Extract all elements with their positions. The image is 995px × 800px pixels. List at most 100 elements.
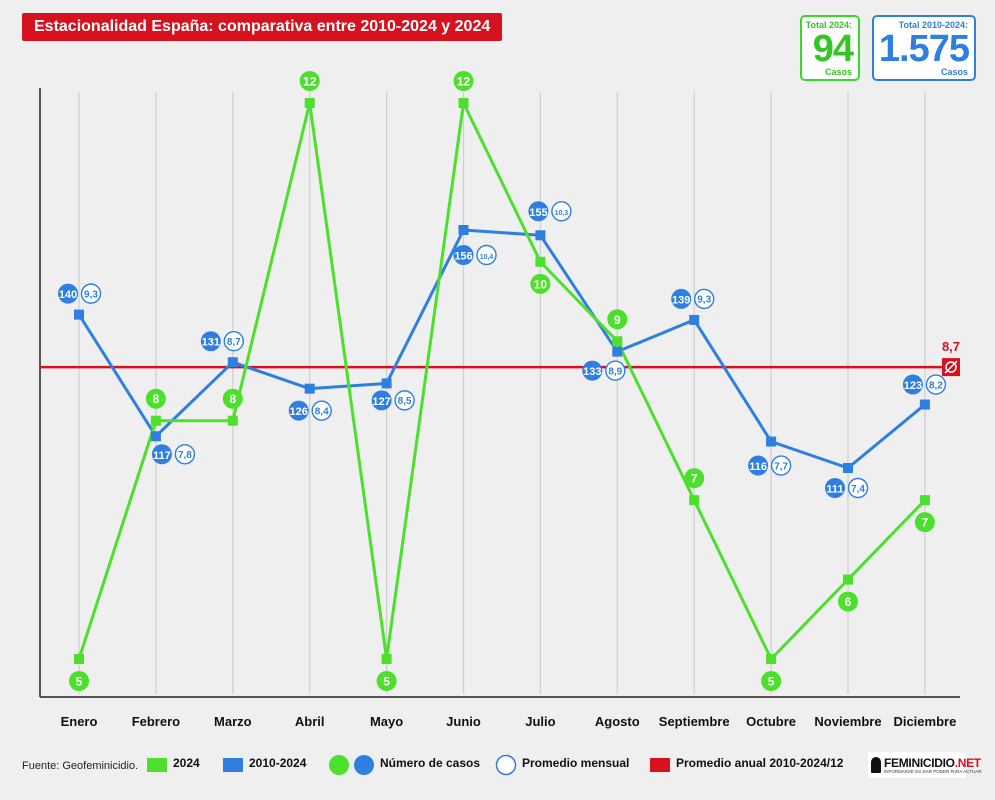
point-2010-2024 [458,225,469,235]
data-label-bubble-2010-2024 [371,390,392,411]
point-2010-2024 [535,230,546,241]
monthly-average-label: 8,5 [398,396,412,407]
data-label-bubble-2024 [838,591,858,612]
monthly-average-bubble [605,360,626,381]
legend-all-swatch [223,758,243,772]
data-label-bubble-2024 [145,388,166,409]
monthly-average-label: 9,3 [697,295,711,306]
data-label-2024: 8 [229,392,236,406]
x-tick-label: Junio [446,714,481,729]
data-label-bubble-2024 [376,671,397,691]
data-label-2024: 5 [383,675,390,689]
point-2024 [227,415,238,426]
point-2024 [304,98,315,108]
series-line-2024 [77,101,926,661]
legend-cases-icon [329,755,374,775]
legend-2024-label: 2024 [173,756,200,770]
monthly-average-label: 8,9 [608,366,622,377]
total-2024-unit: Casos [824,67,852,77]
data-label-bubble-2010-2024 [748,455,769,476]
data-label-bubble-2010-2024 [825,478,845,498]
total-all-value: 1.575 [878,28,970,70]
legend-avg-icon [495,754,517,776]
data-label-bubble-2024 [530,273,551,294]
data-label-bubble-2024 [607,309,628,330]
data-label-2024: 5 [76,675,83,689]
x-tick-label: Octubre [746,714,796,729]
data-label-bubble-2010-2024 [582,360,603,381]
point-2024 [74,654,84,664]
point-2024 [689,495,700,506]
point-2024 [843,574,853,585]
data-label-bubble-2010-2024 [200,331,221,352]
monthly-average-label: 8,7 [227,337,241,348]
point-2010-2024 [919,399,930,410]
monthly-average-label: 9,3 [84,289,98,300]
monthly-average-label: 8,4 [315,406,329,417]
data-label-bubble-2024 [761,671,782,691]
x-tick-label: Diciembre [893,714,956,729]
legend-2024-swatch [147,758,167,772]
data-label-2010-2024: 116 [749,461,767,473]
monthly-average-bubble [394,390,415,411]
x-tick-label: Mayo [370,714,403,729]
point-2010-2024 [74,309,84,320]
monthly-average-label: 10,4 [480,254,494,261]
legend-annual-swatch [650,758,670,772]
monthly-average-label: 10,3 [555,210,569,217]
total-2024-box: Total 2024: 94 Casos [800,15,860,81]
data-label-2010-2024: 126 [290,406,308,418]
data-label-2024: 6 [845,595,852,609]
average-symbol-icon [945,361,957,373]
point-2010-2024 [689,314,700,325]
point-2024 [919,495,930,506]
data-label-bubble-2010-2024 [453,245,474,265]
monthly-average-label: 8,2 [929,380,943,391]
data-label-2024: 5 [768,675,775,689]
monthly-average-bubble [551,201,572,222]
total-all-label: Total 2010-2024: [898,20,968,30]
total-all-box: Total 2010-2024: 1.575 Casos [872,15,976,81]
monthly-average-bubble [174,444,196,465]
data-label-2024: 8 [153,392,160,406]
data-label-bubble-2024 [222,388,243,409]
x-tick-label: Septiembre [659,714,730,729]
data-label-bubble-2024 [453,71,474,91]
x-tick-label: Agosto [595,714,640,729]
monthly-average-label: 7,7 [774,461,788,472]
data-label-bubble-2010-2024 [151,444,172,465]
data-label-2010-2024: 133 [583,366,601,378]
monthly-average-bubble [925,374,947,395]
data-label-2024: 7 [922,516,929,530]
point-2024 [381,654,392,664]
legend-annual-label: Promedio anual 2010-2024/12 [676,756,844,770]
total-2024-value: 94 [812,28,854,70]
brand-name: FEMINICIDIO.NET [884,756,981,770]
point-2024 [535,256,546,267]
point-2010-2024 [766,436,777,447]
data-label-2010-2024: 117 [153,450,171,462]
point-2010-2024 [612,346,623,357]
point-2024 [766,654,777,664]
data-label-2010-2024: 139 [672,294,690,306]
data-label-bubble-2010-2024 [528,201,549,222]
point-2010-2024 [843,463,853,473]
point-2024 [458,98,469,108]
x-tick-label: Abril [295,714,325,729]
total-all-unit: Casos [940,67,968,77]
data-label-bubble-2010-2024 [671,288,692,309]
monthly-average-bubble [770,455,792,476]
data-label-2024: 12 [303,75,317,89]
monthly-average-label: 7,4 [851,484,865,495]
data-label-bubble-2010-2024 [58,283,78,304]
chart-title: Estacionalidad España: comparativa entre… [22,13,503,41]
data-label-2010-2024: 123 [904,380,922,392]
point-2024 [612,336,623,347]
monthly-average-bubble [223,331,245,352]
legend-all-label: 2010-2024 [249,756,307,770]
point-2010-2024 [227,357,238,368]
point-2024 [150,415,161,426]
average-symbol-slash [944,360,958,374]
data-label-2024: 12 [457,75,471,89]
data-label-2024: 10 [534,277,548,291]
